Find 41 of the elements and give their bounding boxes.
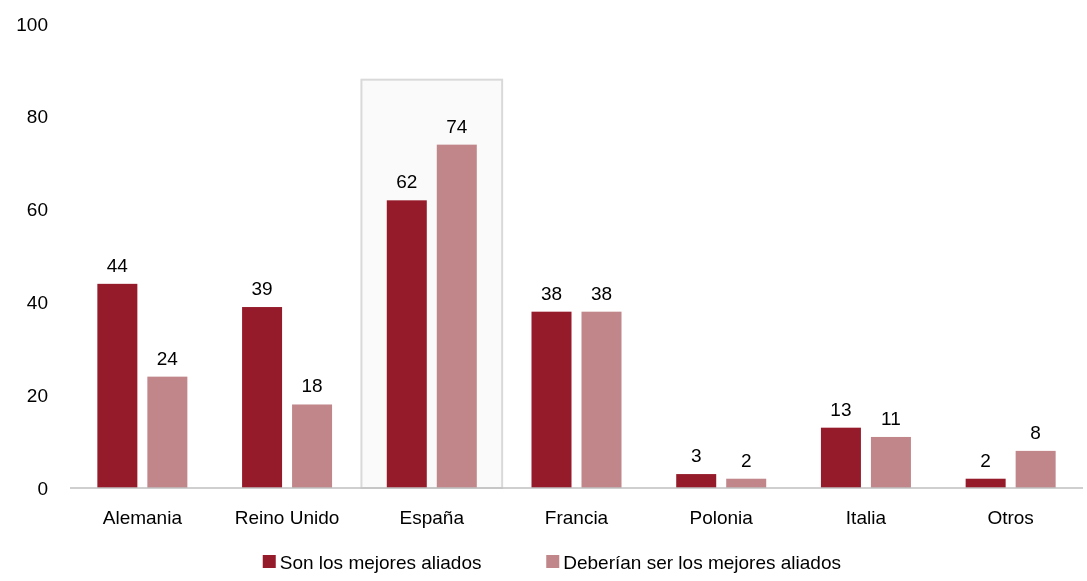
bar bbox=[242, 307, 283, 488]
bar bbox=[676, 474, 717, 488]
x-tick-label: Polonia bbox=[689, 507, 754, 528]
bar bbox=[820, 427, 861, 488]
bar bbox=[1015, 450, 1056, 488]
data-label: 2 bbox=[980, 449, 991, 471]
y-tick-label: 40 bbox=[26, 292, 48, 314]
legend-label: Deberían ser los mejores aliados bbox=[563, 552, 841, 573]
y-tick-label: 80 bbox=[26, 106, 48, 128]
data-label: 2 bbox=[740, 449, 752, 471]
data-label: 18 bbox=[301, 375, 323, 397]
x-tick-label: Otros bbox=[987, 507, 1034, 528]
bar bbox=[147, 376, 188, 488]
x-tick-label: Italia bbox=[845, 507, 887, 528]
data-label: 8 bbox=[1030, 421, 1041, 443]
data-label: 38 bbox=[590, 282, 613, 304]
y-tick-label: 0 bbox=[37, 477, 48, 499]
y-tick-label: 20 bbox=[26, 384, 48, 406]
bar bbox=[436, 144, 477, 488]
legend-label: Son los mejores aliados bbox=[279, 552, 482, 573]
bar bbox=[581, 311, 622, 488]
data-label: 39 bbox=[251, 278, 273, 300]
data-label: 3 bbox=[690, 445, 702, 467]
bar bbox=[531, 311, 572, 488]
x-tick-label: Reino Unido bbox=[234, 507, 340, 528]
data-label: 38 bbox=[540, 282, 563, 304]
data-label: 74 bbox=[446, 115, 468, 137]
data-label: 11 bbox=[881, 407, 901, 429]
x-tick-label: Alemania bbox=[102, 507, 183, 528]
data-label: 13 bbox=[830, 398, 852, 420]
data-label: 62 bbox=[396, 171, 418, 193]
bar bbox=[292, 404, 333, 488]
y-tick-label: 100 bbox=[16, 13, 48, 35]
data-label: 24 bbox=[156, 347, 179, 369]
x-tick-label: España bbox=[399, 507, 465, 528]
x-tick-label: Francia bbox=[544, 507, 609, 528]
bar bbox=[870, 436, 911, 488]
data-label: 44 bbox=[106, 254, 129, 276]
y-tick-label: 60 bbox=[26, 199, 48, 221]
bar bbox=[386, 200, 427, 488]
bar bbox=[97, 283, 138, 488]
